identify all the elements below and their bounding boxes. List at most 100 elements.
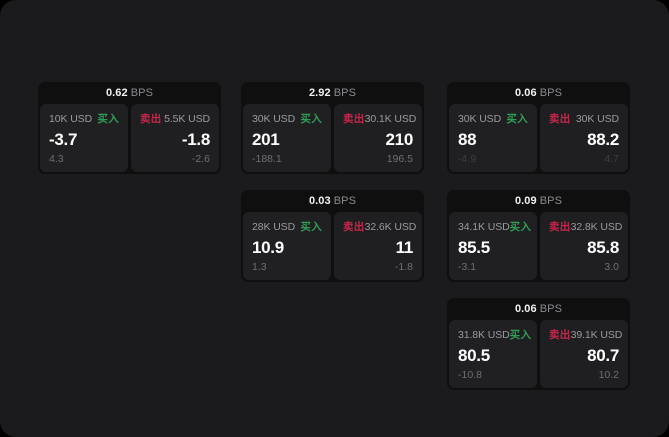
sell-size-label: 32.8K USD (570, 220, 623, 233)
quote-column-0: 0.62 BPS 10K USD 买入 -3.7 4.3 卖出 5.5K USD -1.8 -2.… (38, 82, 221, 190)
sell-action-label[interactable]: 卖出 (549, 113, 571, 125)
panel-header-row: 卖出 30K USD (549, 112, 619, 126)
panel-header-row: 卖出 39.1K USD (549, 328, 622, 342)
sell-size-label: 30K USD (575, 112, 619, 125)
card-bps-header: 0.09 BPS (447, 190, 630, 212)
buy-size-label: 31.8K USD (458, 328, 510, 341)
sell-price-value: 11 (395, 238, 414, 257)
buy-side-panel[interactable]: 28K USD 买入 10.9 1.3 (243, 212, 331, 280)
buy-delta-value: 1.3 (252, 261, 267, 273)
bps-value: 2.92 (308, 87, 331, 99)
buy-size-label: 34.1K USD (458, 220, 510, 233)
sell-action-label[interactable]: 卖出 (140, 113, 162, 125)
card-body: 30K USD 买入 88 -4.9 卖出 30K USD 88.2 4.7 (447, 104, 630, 174)
quote-card[interactable]: 0.06 BPS 30K USD 买入 88 -4.9 卖出 30K USD 88.2 4.7 (447, 82, 630, 174)
bps-unit-label: BPS (130, 87, 154, 99)
quote-card-grid: 0.62 BPS 10K USD 买入 -3.7 4.3 卖出 5.5K USD -1.8 -2.… (38, 82, 633, 390)
buy-side-panel[interactable]: 34.1K USD 买入 85.5 -3.1 (449, 212, 537, 280)
panel-header-row: 卖出 32.8K USD (549, 220, 622, 234)
sell-side-panel[interactable]: 卖出 32.8K USD 85.8 3.0 (540, 212, 628, 280)
bps-value: 0.09 (514, 195, 537, 207)
buy-action-label[interactable]: 买入 (509, 329, 532, 341)
panel-header-row: 30K USD 买入 (458, 112, 528, 126)
panel-header-row: 10K USD 买入 (49, 112, 119, 126)
sell-side-panel[interactable]: 卖出 30K USD 88.2 4.7 (540, 104, 628, 172)
card-bps-header: 2.92 BPS (241, 82, 424, 104)
sell-action-label[interactable]: 卖出 (549, 221, 571, 233)
sell-action-label[interactable]: 卖出 (343, 113, 365, 125)
buy-side-panel[interactable]: 30K USD 买入 88 -4.9 (449, 104, 537, 172)
buy-action-label[interactable]: 买入 (506, 113, 528, 125)
sell-side-panel[interactable]: 卖出 5.5K USD -1.8 -2.6 (131, 104, 219, 172)
bps-unit-label: BPS (539, 303, 563, 315)
buy-action-label[interactable]: 买入 (97, 113, 119, 125)
panel-header-row: 34.1K USD 买入 (458, 220, 531, 234)
card-body: 31.8K USD 买入 80.5 -10.8 卖出 39.1K USD 80.7 10.2 (447, 320, 630, 390)
sell-delta-value: -2.6 (191, 153, 210, 165)
buy-price-value: -3.7 (49, 130, 78, 149)
quote-card[interactable]: 0.09 BPS 34.1K USD 买入 85.5 -3.1 卖出 32.8K USD 85.… (447, 190, 630, 282)
buy-side-panel[interactable]: 31.8K USD 买入 80.5 -10.8 (449, 320, 537, 388)
panel-header-row: 卖出 30.1K USD (343, 112, 416, 126)
buy-action-label[interactable]: 买入 (509, 221, 532, 233)
card-body: 28K USD 买入 10.9 1.3 卖出 32.6K USD 11 -1.8 (241, 212, 424, 282)
sell-size-label: 5.5K USD (164, 112, 210, 125)
card-body: 30K USD 买入 201 -188.1 卖出 30.1K USD 210 196.5 (241, 104, 424, 174)
buy-delta-value: -10.8 (458, 369, 482, 381)
card-bps-header: 0.06 BPS (447, 298, 630, 320)
sell-side-panel[interactable]: 卖出 32.6K USD 11 -1.8 (334, 212, 422, 280)
sell-action-label[interactable]: 卖出 (343, 221, 365, 233)
quote-column-1: 2.92 BPS 30K USD 买入 201 -188.1 卖出 30.1K USD 210 1… (241, 82, 424, 298)
buy-size-label: 30K USD (252, 112, 296, 125)
buy-price-value: 10.9 (252, 238, 284, 257)
buy-action-label[interactable]: 买入 (300, 113, 322, 125)
card-bps-header: 0.06 BPS (447, 82, 630, 104)
quote-column-2: 0.06 BPS 30K USD 买入 88 -4.9 卖出 30K USD 88.2 4.7 0.… (447, 82, 630, 406)
bps-value: 0.62 (105, 87, 128, 99)
sell-delta-value: 196.5 (386, 153, 413, 165)
sell-side-panel[interactable]: 卖出 39.1K USD 80.7 10.2 (540, 320, 628, 388)
card-body: 10K USD 买入 -3.7 4.3 卖出 5.5K USD -1.8 -2.6 (38, 104, 221, 174)
buy-delta-value: -4.9 (458, 153, 477, 165)
sell-side-panel[interactable]: 卖出 30.1K USD 210 196.5 (334, 104, 422, 172)
buy-size-label: 28K USD (252, 220, 296, 233)
buy-side-panel[interactable]: 10K USD 买入 -3.7 4.3 (40, 104, 128, 172)
bps-value: 0.06 (514, 87, 537, 99)
sell-size-label: 32.6K USD (364, 220, 417, 233)
buy-side-panel[interactable]: 30K USD 买入 201 -188.1 (243, 104, 331, 172)
sell-size-label: 30.1K USD (364, 112, 417, 125)
sell-price-value: -1.8 (181, 130, 210, 149)
sell-action-label[interactable]: 卖出 (549, 329, 571, 341)
buy-size-label: 10K USD (49, 112, 93, 125)
sell-price-value: 210 (385, 130, 414, 149)
buy-action-label[interactable]: 买入 (300, 221, 322, 233)
card-bps-header: 0.62 BPS (38, 82, 221, 104)
buy-delta-value: -3.1 (458, 261, 477, 273)
buy-delta-value: -188.1 (252, 153, 282, 165)
buy-delta-value: 4.3 (49, 153, 64, 165)
buy-size-label: 30K USD (458, 112, 502, 125)
sell-delta-value: 3.0 (604, 261, 619, 273)
panel-header-row: 31.8K USD 买入 (458, 328, 531, 342)
sell-price-value: 85.8 (587, 238, 619, 257)
panel-header-row: 卖出 5.5K USD (140, 112, 210, 126)
sell-delta-value: 10.2 (598, 369, 619, 381)
sell-price-value: 88.2 (587, 130, 619, 149)
quote-card[interactable]: 2.92 BPS 30K USD 买入 201 -188.1 卖出 30.1K USD 210 1… (241, 82, 424, 174)
sell-price-value: 80.7 (587, 346, 619, 365)
bps-value: 0.06 (514, 303, 537, 315)
sell-delta-value: 4.7 (604, 153, 619, 165)
buy-price-value: 88 (458, 130, 477, 149)
quote-card[interactable]: 0.62 BPS 10K USD 买入 -3.7 4.3 卖出 5.5K USD -1.8 -2.… (38, 82, 221, 174)
panel-header-row: 卖出 32.6K USD (343, 220, 416, 234)
bps-unit-label: BPS (333, 195, 357, 207)
card-body: 34.1K USD 买入 85.5 -3.1 卖出 32.8K USD 85.8 3.0 (447, 212, 630, 282)
quote-card[interactable]: 0.06 BPS 31.8K USD 买入 80.5 -10.8 卖出 39.1K USD 80… (447, 298, 630, 390)
sell-delta-value: -1.8 (394, 261, 413, 273)
buy-price-value: 80.5 (458, 346, 490, 365)
sell-size-label: 39.1K USD (570, 328, 623, 341)
bps-unit-label: BPS (333, 87, 357, 99)
panel-header-row: 28K USD 买入 (252, 220, 322, 234)
card-bps-header: 0.03 BPS (241, 190, 424, 212)
quote-card[interactable]: 0.03 BPS 28K USD 买入 10.9 1.3 卖出 32.6K USD 11 -1.8 (241, 190, 424, 282)
